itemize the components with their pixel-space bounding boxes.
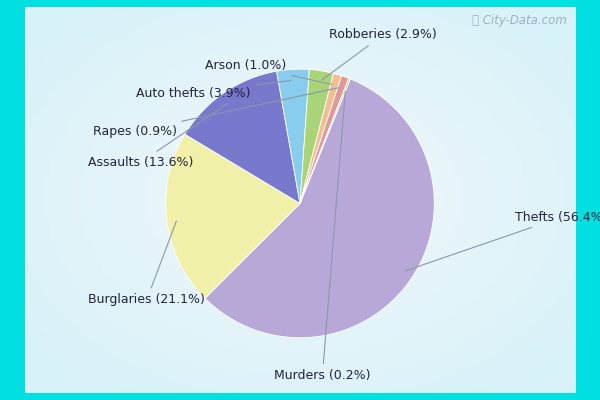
Text: Arson (1.0%): Arson (1.0%) xyxy=(205,59,332,84)
Wedge shape xyxy=(205,79,434,338)
Text: Thefts (56.4%): Thefts (56.4%) xyxy=(406,211,600,271)
Text: ⓘ City-Data.com: ⓘ City-Data.com xyxy=(472,14,567,27)
Wedge shape xyxy=(277,69,310,204)
Text: Burglaries (21.1%): Burglaries (21.1%) xyxy=(88,221,205,306)
Wedge shape xyxy=(300,74,341,204)
Text: Auto thefts (3.9%): Auto thefts (3.9%) xyxy=(136,80,291,100)
Text: Murders (0.2%): Murders (0.2%) xyxy=(274,91,371,382)
Text: Assaults (13.6%): Assaults (13.6%) xyxy=(88,103,227,169)
Wedge shape xyxy=(300,78,350,204)
Text: Robberies (2.9%): Robberies (2.9%) xyxy=(322,28,437,80)
Wedge shape xyxy=(300,76,349,204)
Wedge shape xyxy=(166,134,300,298)
Text: Rapes (0.9%): Rapes (0.9%) xyxy=(94,88,339,138)
Wedge shape xyxy=(300,70,334,204)
Wedge shape xyxy=(185,71,300,204)
